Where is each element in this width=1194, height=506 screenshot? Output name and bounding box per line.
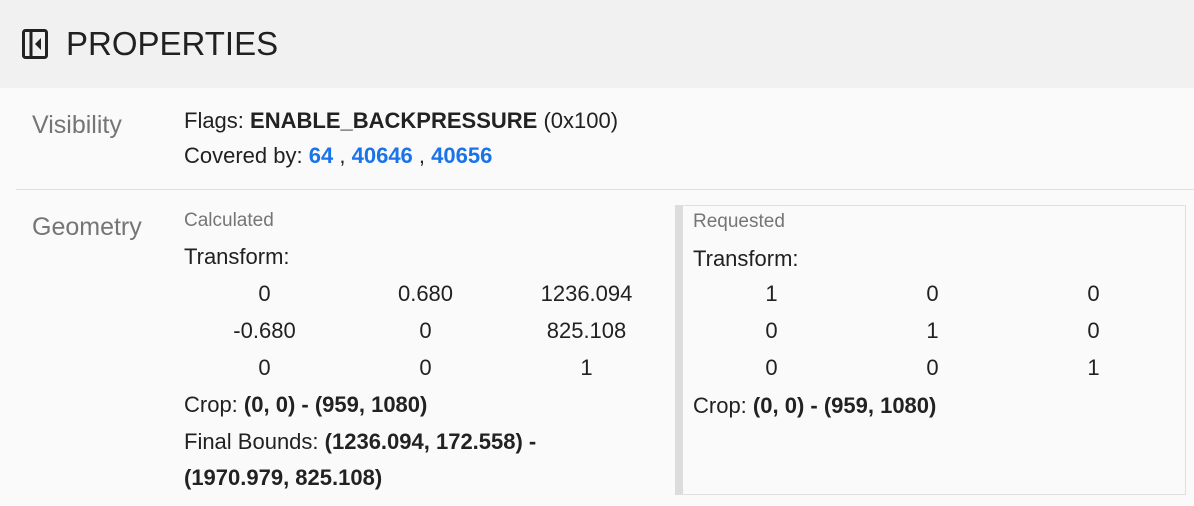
divider [16, 189, 1194, 190]
geometry-label: Geometry [32, 213, 142, 241]
crop-value: (0, 0) - (959, 1080) [752, 393, 937, 418]
matrix-cell: 0 [926, 281, 939, 306]
covered-by-link[interactable]: 40656 [431, 143, 493, 168]
matrix-cell: 0 [765, 355, 778, 380]
crop-value: (0, 0) - (959, 1080) [243, 392, 428, 417]
requested-crop: Crop: (0, 0) - (959, 1080) [693, 393, 936, 419]
matrix-cell: 1 [580, 355, 593, 380]
crop-label: Crop: [693, 393, 747, 418]
matrix-cell: 1 [765, 281, 778, 306]
final-bounds-label: Final Bounds: [184, 429, 319, 454]
covered-by-link[interactable]: 64 [308, 143, 334, 168]
requested-title: Requested [693, 211, 785, 232]
final-bounds: Final Bounds: (1236.094, 172.558) - [184, 429, 536, 455]
visibility-label: Visibility [32, 111, 122, 139]
flags-hex: (0x100) [543, 108, 619, 133]
matrix-cell: 0 [1087, 318, 1100, 343]
requested-transform-matrix: 1 0 0 0 1 0 0 0 1 [691, 281, 1174, 381]
flags-line: Flags: ENABLE_BACKPRESSURE (0x100) [184, 108, 618, 134]
matrix-cell: 825.108 [546, 318, 627, 343]
matrix-cell: 1236.094 [540, 281, 633, 306]
covered-by-label: Covered by: [184, 143, 303, 168]
matrix-cell: 1 [1087, 355, 1100, 380]
matrix-cell: 0.680 [397, 281, 454, 306]
matrix-cell: 0 [926, 355, 939, 380]
matrix-cell: 0 [258, 281, 271, 306]
covered-by-line: Covered by: 64 , 40646 , 40656 [184, 143, 492, 169]
flags-value: ENABLE_BACKPRESSURE [250, 108, 538, 133]
matrix-cell: 0 [419, 318, 432, 343]
calculated-title: Calculated [184, 210, 274, 231]
covered-by-link[interactable]: 40646 [351, 143, 413, 168]
matrix-cell: -0.680 [233, 318, 296, 343]
properties-header: PROPERTIES [0, 0, 1194, 88]
matrix-cell: 0 [419, 355, 432, 380]
requested-panel [675, 205, 1186, 495]
sidebar-collapse-icon[interactable] [22, 29, 48, 59]
requested-transform-label: Transform: [693, 246, 799, 271]
separator: , [418, 143, 426, 168]
matrix-cell: 0 [258, 355, 271, 380]
calculated-transform-matrix: 0 0.680 1236.094 -0.680 0 825.108 0 0 1 [184, 281, 667, 381]
calculated-crop: Crop: (0, 0) - (959, 1080) [184, 392, 427, 418]
calculated-transform-label: Transform: [184, 244, 290, 269]
separator: , [339, 143, 346, 168]
crop-label: Crop: [184, 392, 238, 417]
matrix-cell: 0 [765, 318, 778, 343]
flags-label: Flags: [184, 108, 244, 133]
final-bounds-value-cont: (1970.979, 825.108) [184, 465, 383, 490]
panel-title: PROPERTIES [66, 25, 279, 62]
final-bounds-value: (1236.094, 172.558) - [324, 429, 537, 454]
matrix-cell: 0 [1087, 281, 1100, 306]
matrix-cell: 1 [926, 318, 939, 343]
